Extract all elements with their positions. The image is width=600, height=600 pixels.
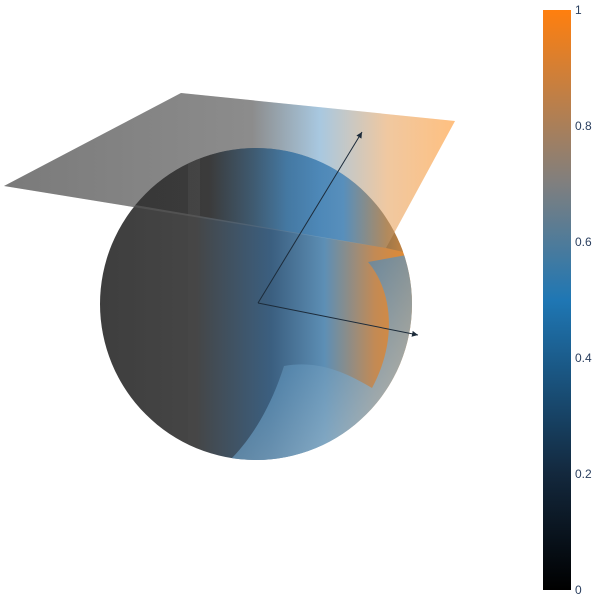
colorbar-tick-label: 0.4 — [575, 351, 592, 365]
vector-arrow-1[interactable] — [257, 131, 363, 304]
colorbar-tick-label: 0 — [575, 583, 582, 597]
colorbar-tick-label: 0.8 — [575, 119, 592, 133]
vector-arrow-2[interactable] — [257, 302, 419, 337]
colorbar-tick-label: 0.2 — [575, 467, 592, 481]
colorbar-ticks: 0 0.2 0.4 0.6 0.8 1 — [575, 3, 592, 597]
colorbar-tick-label: 0.6 — [575, 235, 592, 249]
plane-overlay — [4, 93, 455, 248]
colorbar-tick-label: 1 — [575, 3, 582, 17]
colorbar-gradient — [543, 10, 571, 590]
colorbar: 0 0.2 0.4 0.6 0.8 1 — [543, 3, 592, 597]
